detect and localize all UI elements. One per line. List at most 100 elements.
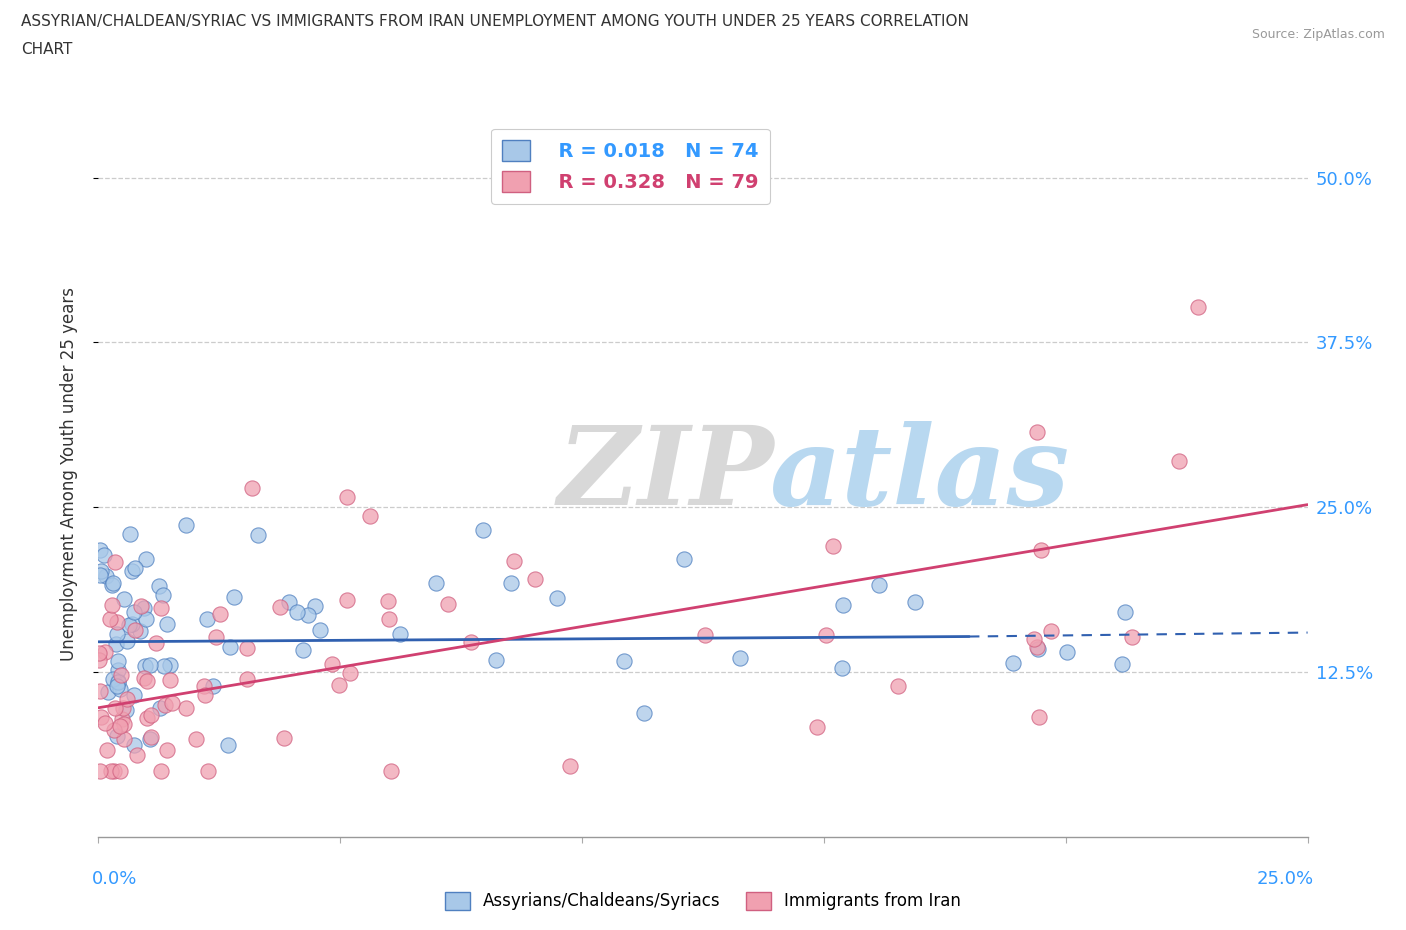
Point (108, 682, 131, 697)
Point (1002, 656, 1025, 671)
Point (135, 673, 157, 688)
Point (904, 594, 927, 609)
Point (115, 702, 138, 717)
Point (139, 707, 162, 722)
Point (1114, 604, 1136, 619)
Point (89, 543, 111, 558)
Point (153, 698, 176, 712)
Point (308, 622, 330, 637)
Point (93, 644, 115, 659)
Point (100, 598, 122, 613)
Point (96, 569, 118, 584)
Point (1029, 542, 1052, 557)
Point (108, 718, 131, 733)
Point (205, 630, 228, 644)
Point (148, 578, 170, 593)
Point (195, 611, 218, 626)
Point (89, 684, 111, 698)
Point (89, 567, 111, 582)
Point (1025, 424, 1047, 439)
Point (236, 641, 259, 656)
Point (831, 597, 853, 612)
Point (138, 658, 160, 672)
Point (132, 601, 155, 616)
Point (90, 710, 112, 724)
Point (87, 653, 110, 668)
Point (437, 597, 460, 612)
Point (201, 679, 224, 694)
Point (277, 594, 299, 609)
Point (107, 654, 129, 669)
Point (377, 593, 399, 608)
Point (149, 701, 172, 716)
Point (101, 576, 124, 591)
Point (485, 653, 508, 668)
Point (104, 700, 127, 715)
Point (209, 606, 232, 621)
Point (388, 627, 411, 642)
Point (558, 758, 581, 773)
Point (1024, 631, 1046, 646)
Point (194, 687, 217, 702)
Point (273, 730, 295, 745)
Point (103, 764, 125, 778)
Point (1187, 299, 1209, 314)
Point (823, 538, 845, 553)
Point (868, 578, 890, 592)
Point (222, 590, 245, 604)
Point (98, 612, 121, 627)
Point (887, 678, 910, 693)
Point (136, 711, 159, 725)
Point (197, 764, 219, 778)
Point (115, 633, 138, 648)
Point (105, 615, 128, 630)
Point (135, 551, 157, 566)
Point (103, 723, 125, 737)
Point (219, 640, 242, 655)
Text: CHART: CHART (21, 42, 73, 57)
Point (377, 612, 399, 627)
Point (101, 578, 124, 592)
Point (122, 604, 145, 619)
Point (93, 548, 115, 563)
Point (111, 711, 134, 726)
Point (105, 678, 128, 693)
Point (107, 673, 129, 688)
Point (114, 591, 136, 606)
Point (1111, 657, 1133, 671)
Point (1025, 640, 1047, 655)
Point (129, 623, 152, 638)
Point (122, 737, 145, 752)
Point (107, 674, 129, 689)
Point (339, 666, 361, 681)
Text: 0.0%: 0.0% (93, 870, 138, 887)
Point (695, 628, 717, 643)
Point (145, 635, 167, 650)
Point (1056, 644, 1078, 659)
Point (100, 764, 122, 778)
Point (380, 764, 402, 778)
Legend:   R = 0.018   N = 74,   R = 0.328   N = 79: R = 0.018 N = 74, R = 0.328 N = 79 (491, 128, 770, 204)
Point (105, 728, 128, 743)
Point (141, 729, 163, 744)
Point (240, 481, 263, 496)
Legend: Assyrians/Chaldeans/Syriacs, Immigrants from Iran: Assyrians/Chaldeans/Syriacs, Immigrants … (439, 885, 967, 917)
Point (134, 671, 156, 685)
Point (336, 489, 359, 504)
Point (321, 657, 343, 671)
Point (115, 692, 138, 707)
Point (336, 592, 359, 607)
Text: atlas: atlas (769, 420, 1070, 528)
Point (269, 600, 291, 615)
Text: ASSYRIAN/CHALDEAN/SYRIAC VS IMMIGRANTS FROM IRAN UNEMPLOYMENT AMONG YOUTH UNDER : ASSYRIAN/CHALDEAN/SYRIAC VS IMMIGRANTS F… (21, 14, 969, 29)
Y-axis label: Unemployment Among Youth under 25 years: Unemployment Among Youth under 25 years (59, 287, 77, 661)
Point (122, 687, 145, 702)
Point (139, 731, 162, 746)
Point (831, 660, 853, 675)
Point (1167, 454, 1189, 469)
Point (546, 591, 568, 605)
Point (103, 671, 125, 686)
Point (96, 743, 118, 758)
Point (174, 700, 197, 715)
Point (90, 564, 112, 578)
